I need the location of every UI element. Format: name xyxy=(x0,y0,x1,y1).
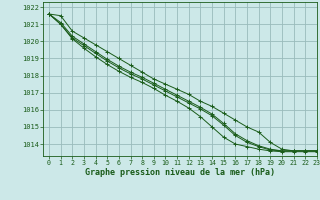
X-axis label: Graphe pression niveau de la mer (hPa): Graphe pression niveau de la mer (hPa) xyxy=(85,168,275,177)
